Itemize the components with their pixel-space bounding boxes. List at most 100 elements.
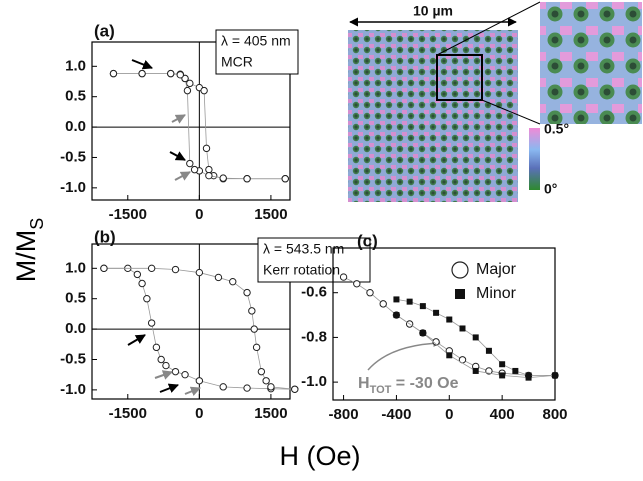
annotation-arrow bbox=[174, 171, 191, 181]
plot-frame bbox=[91, 41, 291, 201]
data-point bbox=[243, 384, 251, 392]
y-tick-label: 0.0 bbox=[65, 118, 86, 135]
data-point bbox=[433, 309, 440, 316]
data-point bbox=[200, 86, 208, 95]
scale-label: 10 µm bbox=[413, 3, 453, 19]
x-tick-label: -800 bbox=[329, 406, 359, 423]
y-tick-label: -0.5 bbox=[60, 148, 86, 165]
data-point bbox=[181, 74, 189, 83]
legend-label: Minor bbox=[476, 285, 517, 302]
colorbar bbox=[529, 128, 540, 190]
x-tick-label: 0 bbox=[195, 405, 203, 422]
data-point bbox=[195, 268, 204, 277]
data-point bbox=[281, 175, 289, 183]
data-point bbox=[181, 370, 189, 379]
data-point bbox=[171, 265, 180, 274]
data-point bbox=[162, 361, 170, 370]
data-point bbox=[257, 367, 266, 376]
y-tick-label: 1.0 bbox=[65, 57, 86, 74]
data-point bbox=[406, 298, 413, 305]
htot-sub: TOT bbox=[370, 384, 392, 396]
annotation-arrow bbox=[131, 59, 153, 70]
data-point bbox=[183, 86, 192, 95]
annotation-arrow bbox=[169, 151, 186, 161]
data-point bbox=[459, 325, 466, 332]
data-point bbox=[138, 69, 146, 78]
data-point bbox=[366, 289, 374, 297]
data-point bbox=[512, 367, 519, 374]
panel-label: (b) bbox=[94, 227, 116, 246]
series-line bbox=[343, 276, 555, 376]
data-point bbox=[446, 316, 453, 323]
data-point bbox=[267, 383, 275, 391]
zoom-box bbox=[436, 54, 483, 101]
data-point bbox=[157, 355, 165, 364]
data-point bbox=[186, 79, 194, 88]
y-tick-label: -0.8 bbox=[301, 328, 327, 345]
data-point bbox=[147, 319, 156, 327]
data-point bbox=[195, 377, 204, 385]
data-point bbox=[419, 329, 426, 336]
legend-marker bbox=[451, 261, 469, 279]
htot-annotation: HTOT = -30 Oe bbox=[358, 375, 459, 396]
data-point bbox=[446, 352, 453, 359]
y-tick-label: -0.5 bbox=[60, 350, 86, 367]
annotation-arrow bbox=[171, 114, 186, 124]
zoom-line bbox=[481, 99, 541, 125]
data-point bbox=[243, 175, 251, 183]
data-point bbox=[262, 377, 270, 385]
plot-frame bbox=[91, 243, 291, 400]
kerr-image bbox=[348, 30, 518, 202]
data-point bbox=[353, 280, 361, 288]
y-tick-label: 0.0 bbox=[65, 320, 86, 337]
x-tick-label: -1500 bbox=[109, 405, 147, 422]
data-point bbox=[248, 307, 256, 315]
y-tick-label: 0.5 bbox=[65, 88, 86, 105]
data-point bbox=[176, 71, 184, 79]
data-point bbox=[202, 144, 211, 153]
data-point bbox=[167, 69, 175, 78]
annotation: Kerr rotation bbox=[263, 262, 340, 278]
annotation: MCR bbox=[221, 54, 253, 70]
annotation: λ = 405 nm bbox=[221, 33, 291, 49]
annotation-arrow bbox=[159, 383, 179, 393]
data-point bbox=[171, 367, 180, 376]
htot-main: H bbox=[358, 375, 370, 392]
y-axis-label: M/MS bbox=[11, 218, 47, 283]
data-point bbox=[419, 303, 426, 310]
y-tick-label: 1.0 bbox=[65, 259, 86, 276]
annotation-arrow bbox=[184, 386, 201, 396]
data-point bbox=[339, 273, 348, 281]
x-tick-label: -1500 bbox=[109, 206, 147, 223]
data-point bbox=[190, 165, 199, 174]
data-point bbox=[472, 334, 479, 341]
data-point bbox=[499, 361, 506, 368]
htot-arrow bbox=[367, 339, 441, 371]
x-tick-label: 1500 bbox=[254, 206, 287, 223]
data-point bbox=[214, 273, 223, 282]
y-tick-label: -1.0 bbox=[60, 381, 86, 398]
annotation-arrow bbox=[154, 370, 173, 380]
data-point bbox=[499, 372, 506, 379]
data-point bbox=[152, 343, 161, 352]
x-tick-label: 0 bbox=[445, 406, 453, 423]
data-point bbox=[393, 312, 400, 319]
data-point bbox=[205, 171, 213, 180]
y-axis-label-sub: S bbox=[27, 218, 47, 230]
x-tick-label: 0 bbox=[195, 206, 203, 223]
data-point bbox=[143, 295, 151, 303]
data-point bbox=[243, 288, 251, 297]
zoom-line bbox=[436, 1, 541, 56]
annotation: λ = 543.5 nm bbox=[263, 241, 344, 257]
data-point bbox=[205, 165, 213, 174]
zoom-image bbox=[540, 2, 642, 124]
data-point bbox=[133, 270, 142, 279]
data-point bbox=[186, 159, 194, 168]
colorbar-label: 0.5° bbox=[544, 121, 569, 137]
annotation-box bbox=[257, 237, 371, 283]
data-point bbox=[250, 325, 258, 333]
data-point bbox=[525, 374, 532, 381]
legend-label: Major bbox=[476, 261, 517, 278]
data-point bbox=[229, 277, 237, 286]
